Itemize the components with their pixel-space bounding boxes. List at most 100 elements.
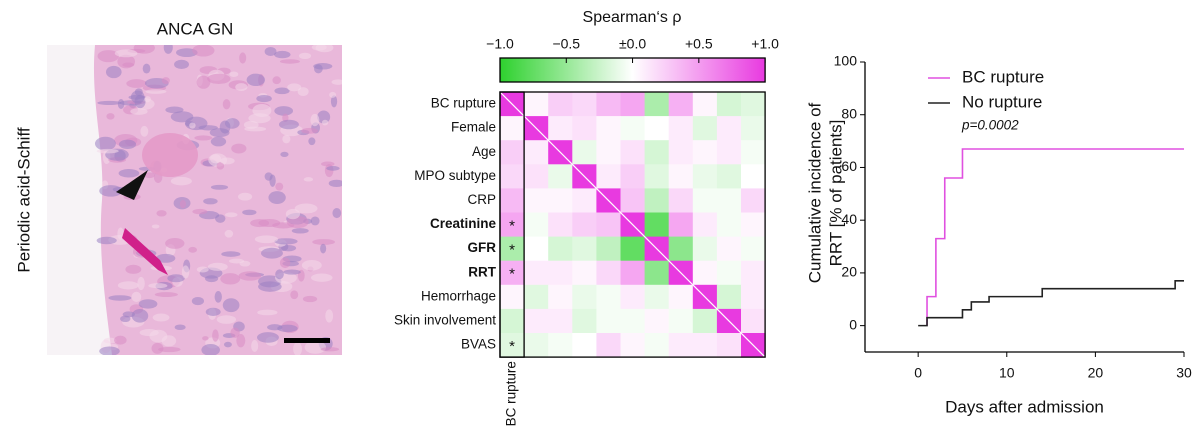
heatmap-cell xyxy=(645,309,670,334)
tissue-texture xyxy=(257,332,279,343)
x-tick-label: 30 xyxy=(1176,365,1192,381)
tissue-texture xyxy=(201,344,220,356)
tissue-texture xyxy=(239,52,246,63)
heatmap-cell xyxy=(621,309,646,334)
heatmap-cell xyxy=(572,285,597,310)
row-label: RRT xyxy=(468,264,496,279)
tissue-texture xyxy=(290,290,298,299)
tissue-texture xyxy=(162,335,177,346)
heatmap-cell xyxy=(741,92,766,117)
heatmap-cell xyxy=(621,261,646,286)
heatmap-cell xyxy=(596,333,621,358)
tissue-texture xyxy=(194,135,212,140)
tissue-texture xyxy=(144,96,151,102)
heatmap-cell xyxy=(596,237,621,262)
tissue-texture xyxy=(329,92,336,98)
heatmap-cell xyxy=(693,92,718,117)
heatmap-cell xyxy=(693,188,718,213)
tissue-texture xyxy=(287,83,301,91)
p-value: p=0.0002 xyxy=(961,118,1019,133)
tissue-texture xyxy=(235,83,247,91)
tissue-texture xyxy=(272,76,280,84)
heatmap-cell xyxy=(741,285,766,310)
heatmap-cell xyxy=(717,140,742,165)
tissue-texture xyxy=(256,95,271,102)
tissue-texture xyxy=(197,267,209,273)
tissue-texture xyxy=(152,224,160,228)
heatmap-cell xyxy=(596,309,621,334)
heatmap-cell xyxy=(669,188,694,213)
row-label: GFR xyxy=(468,240,497,255)
tissue-texture xyxy=(146,89,167,94)
heatmap-cell xyxy=(572,188,597,213)
tissue-texture xyxy=(225,230,234,238)
tissue-texture xyxy=(205,275,218,282)
tissue-texture xyxy=(115,49,138,57)
tissue-texture xyxy=(332,79,345,84)
tissue-texture xyxy=(162,77,170,84)
tissue-texture xyxy=(118,281,139,289)
tissue-texture xyxy=(220,273,240,284)
tissue-texture xyxy=(212,329,219,341)
heatmap-cell xyxy=(548,116,573,141)
heatmap-cell xyxy=(645,188,670,213)
heatmap-cell xyxy=(524,213,549,238)
tissue-texture xyxy=(223,298,240,312)
heatmap-cell xyxy=(669,285,694,310)
heatmap-cell xyxy=(645,333,670,358)
heatmap-cell xyxy=(524,309,549,334)
tissue-texture xyxy=(175,324,186,330)
tissue-texture xyxy=(137,277,144,290)
tissue-texture xyxy=(95,137,116,151)
heatmap-cell xyxy=(524,237,549,262)
heatmap-cell xyxy=(548,164,573,189)
tissue-texture xyxy=(97,237,117,244)
heatmap-cell xyxy=(645,285,670,310)
tissue-texture xyxy=(125,265,141,274)
tissue-texture xyxy=(192,297,204,305)
tissue-texture xyxy=(119,140,136,149)
tissue-texture xyxy=(211,185,228,190)
tissue-texture xyxy=(210,154,221,163)
tissue-texture xyxy=(329,180,345,187)
tissue-texture xyxy=(132,309,149,323)
colorbar-tick-label: −1.0 xyxy=(486,36,514,52)
tissue-texture xyxy=(325,309,333,322)
heatmap-cell xyxy=(524,333,549,358)
tissue-texture xyxy=(244,121,259,129)
heatmap-cell xyxy=(548,188,573,213)
tissue-texture xyxy=(106,113,114,120)
tissue-texture xyxy=(280,59,300,63)
tissue-texture xyxy=(293,342,302,356)
row-label: Age xyxy=(472,144,496,159)
tissue-texture xyxy=(171,111,194,122)
tissue-texture xyxy=(302,260,322,271)
step-line xyxy=(918,281,1184,326)
tissue-texture xyxy=(231,144,246,154)
heatmap-cell xyxy=(693,213,718,238)
tissue-texture xyxy=(192,209,207,214)
heatmap-cell xyxy=(524,140,549,165)
heatmap-cell xyxy=(741,188,766,213)
tissue-texture xyxy=(304,177,313,181)
row-label: Female xyxy=(451,120,496,135)
tissue-texture xyxy=(119,169,140,178)
significance-marker: * xyxy=(509,338,515,355)
y-label: Periodic acid-Schiff xyxy=(14,127,33,272)
heatmap-cell xyxy=(717,92,742,117)
x-tick-label: 0 xyxy=(914,365,922,381)
tissue-texture xyxy=(225,212,238,217)
tissue-texture xyxy=(316,43,334,52)
heatmap-cell xyxy=(500,285,525,310)
tissue-texture xyxy=(322,120,328,126)
row-label: MPO subtype xyxy=(414,168,496,183)
y-tick-label: 80 xyxy=(841,105,857,121)
heatmap-cell xyxy=(693,116,718,141)
tissue-texture xyxy=(132,292,142,302)
tissue-texture xyxy=(292,228,309,233)
heatmap-cell xyxy=(548,237,573,262)
colorbar-tick-label: +0.5 xyxy=(685,36,713,52)
tissue-texture xyxy=(280,152,288,157)
heatmap-cell xyxy=(548,92,573,117)
heatmap-cell xyxy=(621,164,646,189)
